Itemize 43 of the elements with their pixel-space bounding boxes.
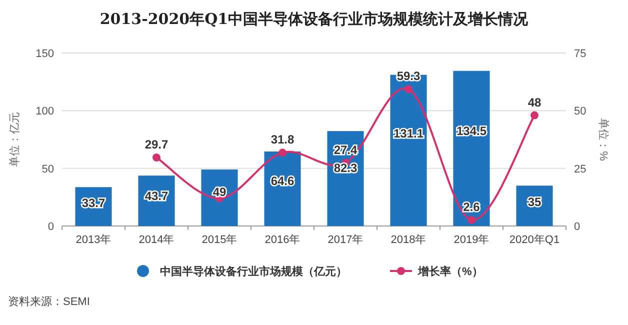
data-label: 134.5 bbox=[456, 124, 487, 138]
data-label: 31.8 bbox=[270, 132, 294, 147]
x-tick-label: 2018年 bbox=[390, 234, 426, 246]
bar bbox=[453, 70, 490, 226]
data-label: 49 bbox=[212, 184, 226, 199]
data-label: 43.7 bbox=[144, 188, 168, 203]
data-label: 48 bbox=[528, 95, 542, 110]
point bbox=[530, 111, 538, 120]
legend-label: 中国半导体设备行业市场规模（亿元） bbox=[160, 265, 347, 278]
y2-tick-label: 25 bbox=[574, 163, 586, 176]
x-tick-label: 2015年 bbox=[202, 234, 238, 246]
point bbox=[152, 153, 160, 162]
point bbox=[404, 85, 412, 94]
data-label: 131.1 bbox=[393, 126, 424, 140]
y2-tick-label: 0 bbox=[574, 221, 580, 233]
data-label: 33.7 bbox=[82, 196, 106, 210]
chart-title: 2013-2020年Q1中国半导体设备行业市场规模统计及增长情况 bbox=[100, 10, 530, 28]
y2-tick-label: 75 bbox=[574, 48, 586, 60]
data-label: 2.6 bbox=[463, 200, 480, 214]
legend-label: 增长率（%） bbox=[417, 265, 483, 278]
x-tick-label: 2013年 bbox=[76, 234, 112, 246]
data-label: 82.3 bbox=[334, 161, 358, 176]
x-tick-label: 2019年 bbox=[454, 234, 490, 246]
data-label: 64.6 bbox=[270, 174, 294, 188]
y2-tick-label: 50 bbox=[574, 106, 586, 118]
data-label: 29.7 bbox=[144, 137, 168, 152]
y-tick-label: 150 bbox=[36, 48, 54, 60]
data-label: 35 bbox=[528, 194, 542, 209]
point bbox=[468, 216, 476, 224]
data-label: 27.4 bbox=[334, 142, 358, 157]
y-tick-label: 0 bbox=[48, 221, 54, 233]
x-tick-label: 2017年 bbox=[328, 234, 364, 246]
x-tick-label: 2016年 bbox=[264, 234, 300, 246]
x-tick-label: 2020年Q1 bbox=[509, 234, 560, 246]
point bbox=[278, 148, 286, 157]
text: 资料来源：SEMI bbox=[8, 295, 90, 308]
y-tick-label: 100 bbox=[36, 106, 54, 118]
bar bbox=[516, 186, 553, 226]
y-tick-label: 50 bbox=[42, 163, 54, 176]
x-tick-label: 2014年 bbox=[138, 234, 174, 246]
y2-axis-title: 单位：% bbox=[597, 118, 610, 162]
y-axis-title: 单位：亿元 bbox=[8, 112, 21, 167]
bar bbox=[201, 169, 238, 226]
